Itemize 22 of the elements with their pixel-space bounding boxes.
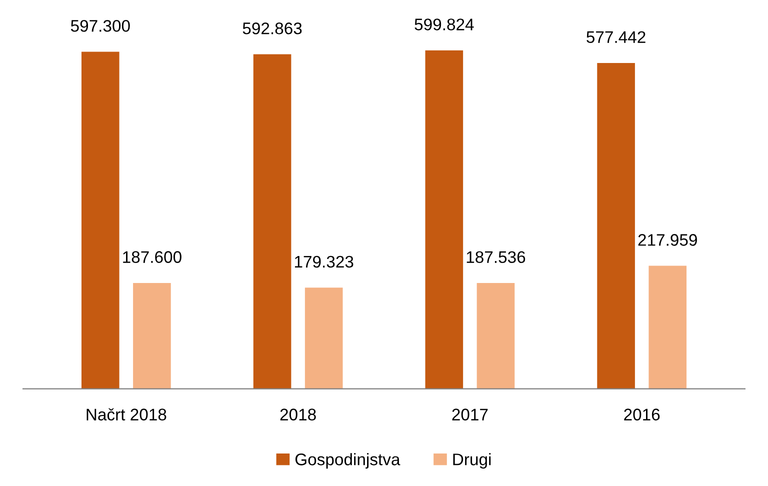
bar (253, 54, 292, 389)
data-label: 577.442 (586, 31, 646, 44)
data-label: 187.600 (123, 251, 182, 263)
bar (648, 266, 687, 389)
legend-label: Drugi (453, 453, 491, 469)
data-label: 187.536 (466, 251, 526, 264)
bar (304, 288, 343, 389)
bar (133, 282, 171, 389)
bar (597, 62, 635, 389)
bar (425, 50, 464, 389)
x-tick-label: 2016 (624, 408, 660, 420)
data-label: 599.824 (414, 18, 474, 30)
bar (476, 282, 515, 389)
data-label: 179.323 (294, 256, 354, 268)
data-label: 217.959 (638, 234, 697, 246)
bar (81, 52, 120, 389)
legend-label: Gospodinjstva (295, 453, 400, 469)
data-label: 592.863 (242, 22, 302, 34)
data-label: 597.300 (70, 20, 130, 32)
x-tick-label: Načrt 2018 (86, 408, 166, 420)
x-tick-label: 2018 (280, 408, 316, 420)
x-tick-label: 2017 (452, 408, 488, 420)
